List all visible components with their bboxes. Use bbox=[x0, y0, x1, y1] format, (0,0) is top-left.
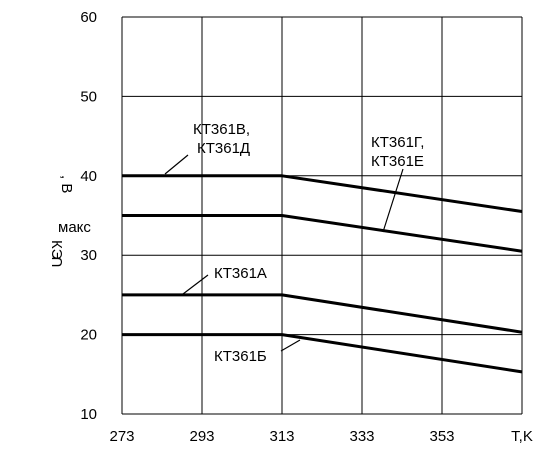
x-tick-label: 313 bbox=[269, 428, 294, 445]
grid bbox=[121, 16, 523, 415]
annotation-kt361v-line2: КТ361Д bbox=[197, 140, 250, 157]
x-tick-label: 293 bbox=[189, 428, 214, 445]
svg-text:, В: , В bbox=[58, 175, 75, 193]
x-tick-labels: 273 293 313 333 353 T,K bbox=[109, 428, 532, 445]
leader-kt361b bbox=[280, 339, 301, 352]
series-line-2 bbox=[122, 214, 523, 253]
y-tick-label: 50 bbox=[80, 88, 97, 105]
leader-kt361g bbox=[382, 168, 404, 233]
leader-kt361v bbox=[164, 154, 189, 175]
x-tick-label: T,K bbox=[511, 428, 533, 445]
y-axis-label-subscript-1: КЭ bbox=[48, 240, 65, 260]
x-tick-label: 333 bbox=[349, 428, 374, 445]
leader-kt361a bbox=[182, 274, 209, 295]
x-tick-label: 353 bbox=[429, 428, 454, 445]
y-tick-labels: 10 20 30 40 50 60 bbox=[80, 9, 97, 423]
y-tick-label: 20 bbox=[80, 327, 97, 344]
x-tick-label: 273 bbox=[109, 428, 134, 445]
y-axis-label: , В bbox=[58, 175, 75, 193]
series-line-1 bbox=[122, 174, 523, 214]
y-tick-label: 10 bbox=[80, 406, 97, 423]
annotation-kt361v-line1: КТ361В, bbox=[193, 121, 250, 138]
annotation-kt361a: КТ361А bbox=[214, 265, 267, 282]
series-line-4 bbox=[122, 333, 523, 374]
svg-text:U: U bbox=[49, 257, 66, 268]
y-axis-label-symbol: U bbox=[49, 257, 66, 268]
y-axis-label-main: U bbox=[49, 257, 66, 268]
series-line-3 bbox=[122, 293, 523, 334]
annotation-leaders bbox=[164, 154, 404, 352]
series-lines bbox=[122, 174, 523, 374]
y-axis-label-unit: , В bbox=[58, 175, 75, 193]
annotation-kt361g-line1: КТ361Г, bbox=[371, 134, 424, 151]
annotation-kt361g-line2: КТ361Е bbox=[371, 153, 424, 170]
y-tick-label: 40 bbox=[80, 168, 97, 185]
y-axis-label-subscript-2: макс bbox=[58, 219, 91, 236]
annotation-kt361b: КТ361Б bbox=[214, 348, 267, 365]
y-tick-label: 30 bbox=[80, 247, 97, 264]
y-tick-label: 60 bbox=[80, 9, 97, 26]
